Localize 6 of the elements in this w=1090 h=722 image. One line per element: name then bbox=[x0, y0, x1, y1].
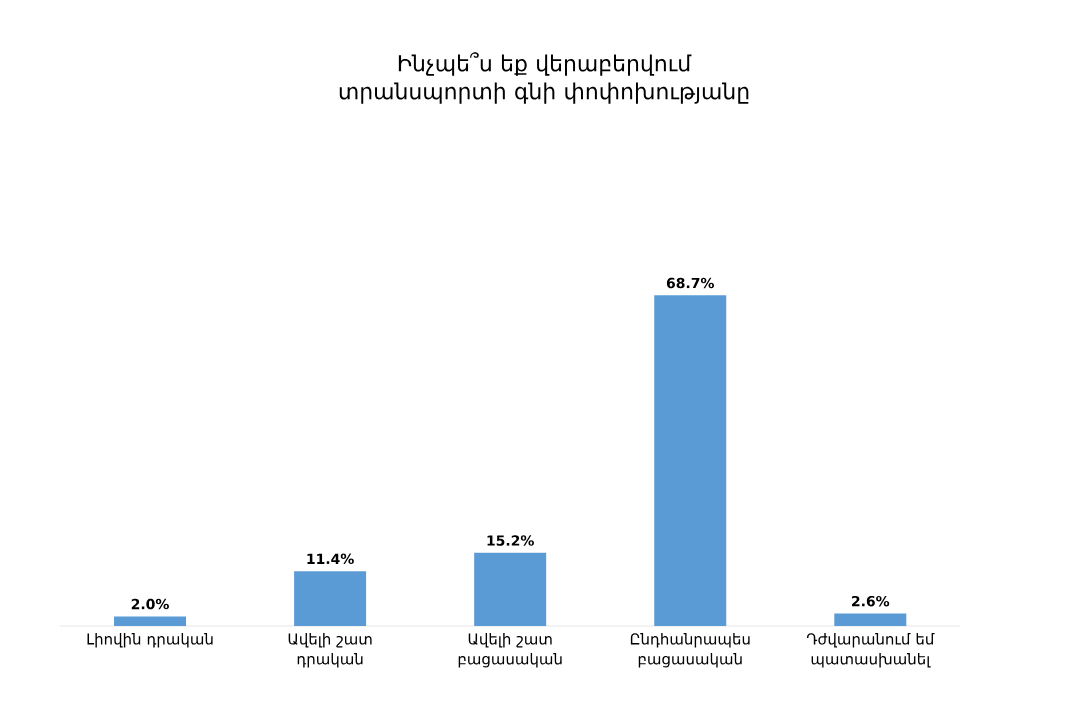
bar bbox=[114, 616, 187, 626]
bar bbox=[654, 295, 727, 626]
bar bbox=[474, 552, 547, 626]
bar bbox=[834, 613, 907, 626]
chart-title: Ինչպե՞ս եք վերաբերվում տրանսպորտի գնի փոփոխությանը bbox=[339, 52, 749, 104]
bar bbox=[294, 571, 367, 626]
